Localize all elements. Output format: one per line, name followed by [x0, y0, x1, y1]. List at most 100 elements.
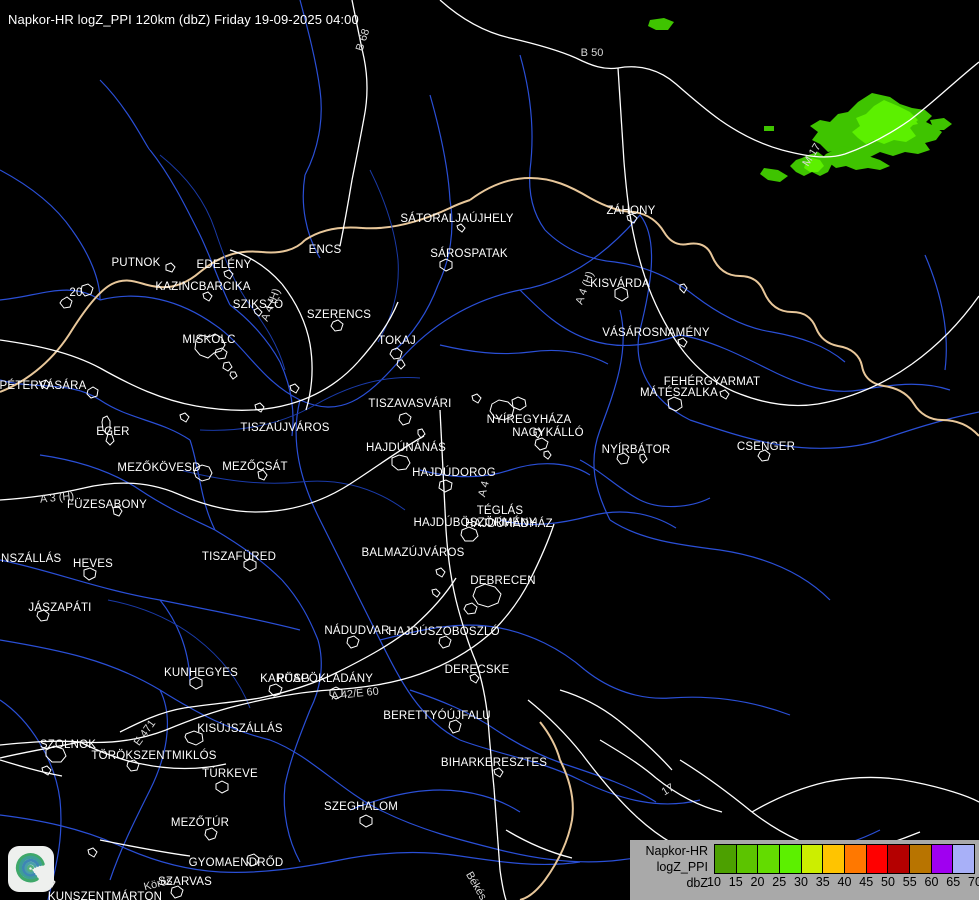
legend-color-swatch — [758, 845, 781, 873]
legend-tick-label: 70 — [968, 875, 979, 889]
echo-cell-far-east — [930, 118, 952, 130]
legend-color-swatch — [953, 845, 975, 873]
city-label: KISÚJSZÁLLÁS — [197, 723, 283, 735]
city-label: MISKOLC — [182, 334, 236, 346]
city-label: TOKAJ — [378, 335, 416, 347]
national-border-layer — [0, 176, 979, 900]
city-label: PUTNOK — [111, 257, 161, 269]
city-label: HAJDÚHADHÁZ — [465, 518, 553, 530]
legend-tick-label: 55 — [902, 875, 917, 889]
legend-color-swatch — [910, 845, 932, 873]
legend-color-swatch — [845, 845, 867, 873]
city-label: SZERENCS — [306, 309, 372, 321]
city-label: TISZAVASVÁRI — [368, 398, 452, 410]
echo-cell-north-small — [648, 18, 674, 30]
echo-cell-tail — [820, 146, 890, 170]
legend-tick-label: 15 — [728, 875, 743, 889]
city-label: DERECSKE — [444, 664, 510, 676]
legend-tick-labels: 10 15 20 25 30 35 40 45 50 55 60 65 70 — [707, 874, 979, 892]
city-label: KUNHEGYES — [163, 667, 239, 679]
city-label: KUNSZENTMÁRTON — [47, 891, 163, 900]
legend-tick-label: 30 — [794, 875, 808, 889]
legend-color-swatch — [888, 845, 911, 873]
legend-caption-line2: logZ_PPI — [656, 860, 708, 874]
city-label: FEHÉRGYARMAT — [663, 376, 761, 388]
city-label: ENCS — [308, 244, 342, 256]
city-label: CSENGER — [736, 441, 796, 453]
city-label: PÜSPÖKLADÁNY — [276, 673, 374, 685]
city-label: MEZŐCSÁT — [222, 461, 288, 473]
legend-tick-label: 65 — [946, 875, 961, 889]
legend-color-swatch — [736, 845, 759, 873]
city-label: JÁSZAPÁTI — [28, 602, 92, 614]
city-label: KUNSZÁLLÁS — [0, 553, 62, 565]
city-label: KARCAG — [260, 673, 310, 685]
city-label: HAJDÚNÁNÁS — [366, 442, 446, 454]
city-label: NYÍRBÁTOR — [601, 444, 671, 456]
city-label: HEVES — [73, 558, 113, 570]
city-label: NYÍREGYHÁZA — [486, 414, 572, 426]
legend-color-swatch — [823, 845, 846, 873]
county-border-layer — [107, 154, 421, 709]
legend-tick-label: 50 — [881, 875, 895, 889]
echo-cell-tiny-west — [764, 126, 774, 131]
legend-tick-label: 60 — [924, 875, 939, 889]
city-label: FÜZESABONY — [67, 499, 147, 511]
legend-color-swatch — [715, 845, 737, 873]
legend-color-bars — [714, 844, 975, 874]
city-label: BERETTYÓÚJFALU — [383, 710, 491, 722]
city-label: TISZAÚJVÁROS — [240, 422, 330, 434]
city-label: BIHARKERESZTES — [440, 757, 548, 769]
city-label: VÁSÁROSNAMÉNY — [602, 327, 710, 339]
legend-caption: Napkor-HR logZ_PPI dbZ — [630, 840, 714, 891]
town-outline-layer — [36, 213, 771, 899]
city-label: EGER — [96, 426, 130, 438]
city-label: TÚRKEVE — [202, 768, 258, 780]
city-label: TÖRÖKSZENTMIKLÓS — [91, 750, 217, 762]
legend-tick-label: 45 — [859, 875, 874, 889]
legend-color-swatch — [801, 845, 824, 873]
city-label: MÁTÉSZALKA — [639, 387, 719, 399]
legend-scale: 10 15 20 25 30 35 40 45 50 55 60 65 70 — [707, 840, 979, 892]
city-label: SZEGHALOM — [323, 801, 399, 813]
radar-echo-layer — [648, 18, 952, 182]
city-label: HAJDÚDOROG — [412, 467, 496, 479]
legend-tick-label: 35 — [815, 875, 830, 889]
city-label: SÁROSPATAK — [430, 248, 508, 260]
legend-tick-label: 20 — [750, 875, 765, 889]
legend-color-swatch — [780, 845, 802, 873]
city-label: NÁDUDVAR — [324, 625, 390, 637]
legend-tick-label: 25 — [772, 875, 787, 889]
legend-caption-line3: dbZ — [686, 876, 708, 890]
city-label: SÁTORALJAÚJHELY — [400, 213, 514, 225]
city-label: KAZINCBARCIKA — [155, 281, 251, 293]
city-label: PÉTERVÁSÁRA — [0, 380, 87, 392]
city-label: ZÁHONY — [606, 205, 656, 217]
legend-caption-line1: Napkor-HR — [645, 844, 708, 858]
city-label: SZOLNOK — [39, 739, 97, 751]
legend-tick-label: 40 — [837, 875, 852, 889]
city-label: GYOMAENDRŐD — [188, 857, 284, 869]
echo-cell-spur — [898, 112, 918, 126]
city-label: HAJDÚBÖSZÖRMÉNY — [413, 517, 537, 529]
city-label: KISVÁRDA — [590, 278, 650, 290]
page-title: Napkor-HR logZ_PPI 120km (dbZ) Friday 19… — [8, 12, 359, 27]
color-scale-legend: Napkor-HR logZ_PPI dbZ 10 15 20 25 30 35 40 45 5… — [630, 840, 979, 900]
city-label: MEZŐTÚR — [170, 817, 230, 829]
legend-tick-label: 10 — [707, 875, 721, 889]
city-label: NAGYKÁLLÓ — [512, 427, 584, 439]
road-label: B 50 — [580, 47, 604, 59]
legend-color-swatch — [866, 845, 889, 873]
app-logo — [8, 846, 54, 892]
echo-cell-west-arm-bright — [804, 158, 824, 172]
city-label: TISZAFÜRED — [201, 551, 277, 563]
city-label: EDELÉNY — [196, 259, 252, 271]
city-label: SZIKSZÓ — [232, 299, 284, 311]
echo-cell-sw-streak — [760, 168, 788, 182]
spiral-logo-icon — [15, 853, 45, 883]
city-label: BALMAZÚJVÁROS — [361, 547, 465, 559]
